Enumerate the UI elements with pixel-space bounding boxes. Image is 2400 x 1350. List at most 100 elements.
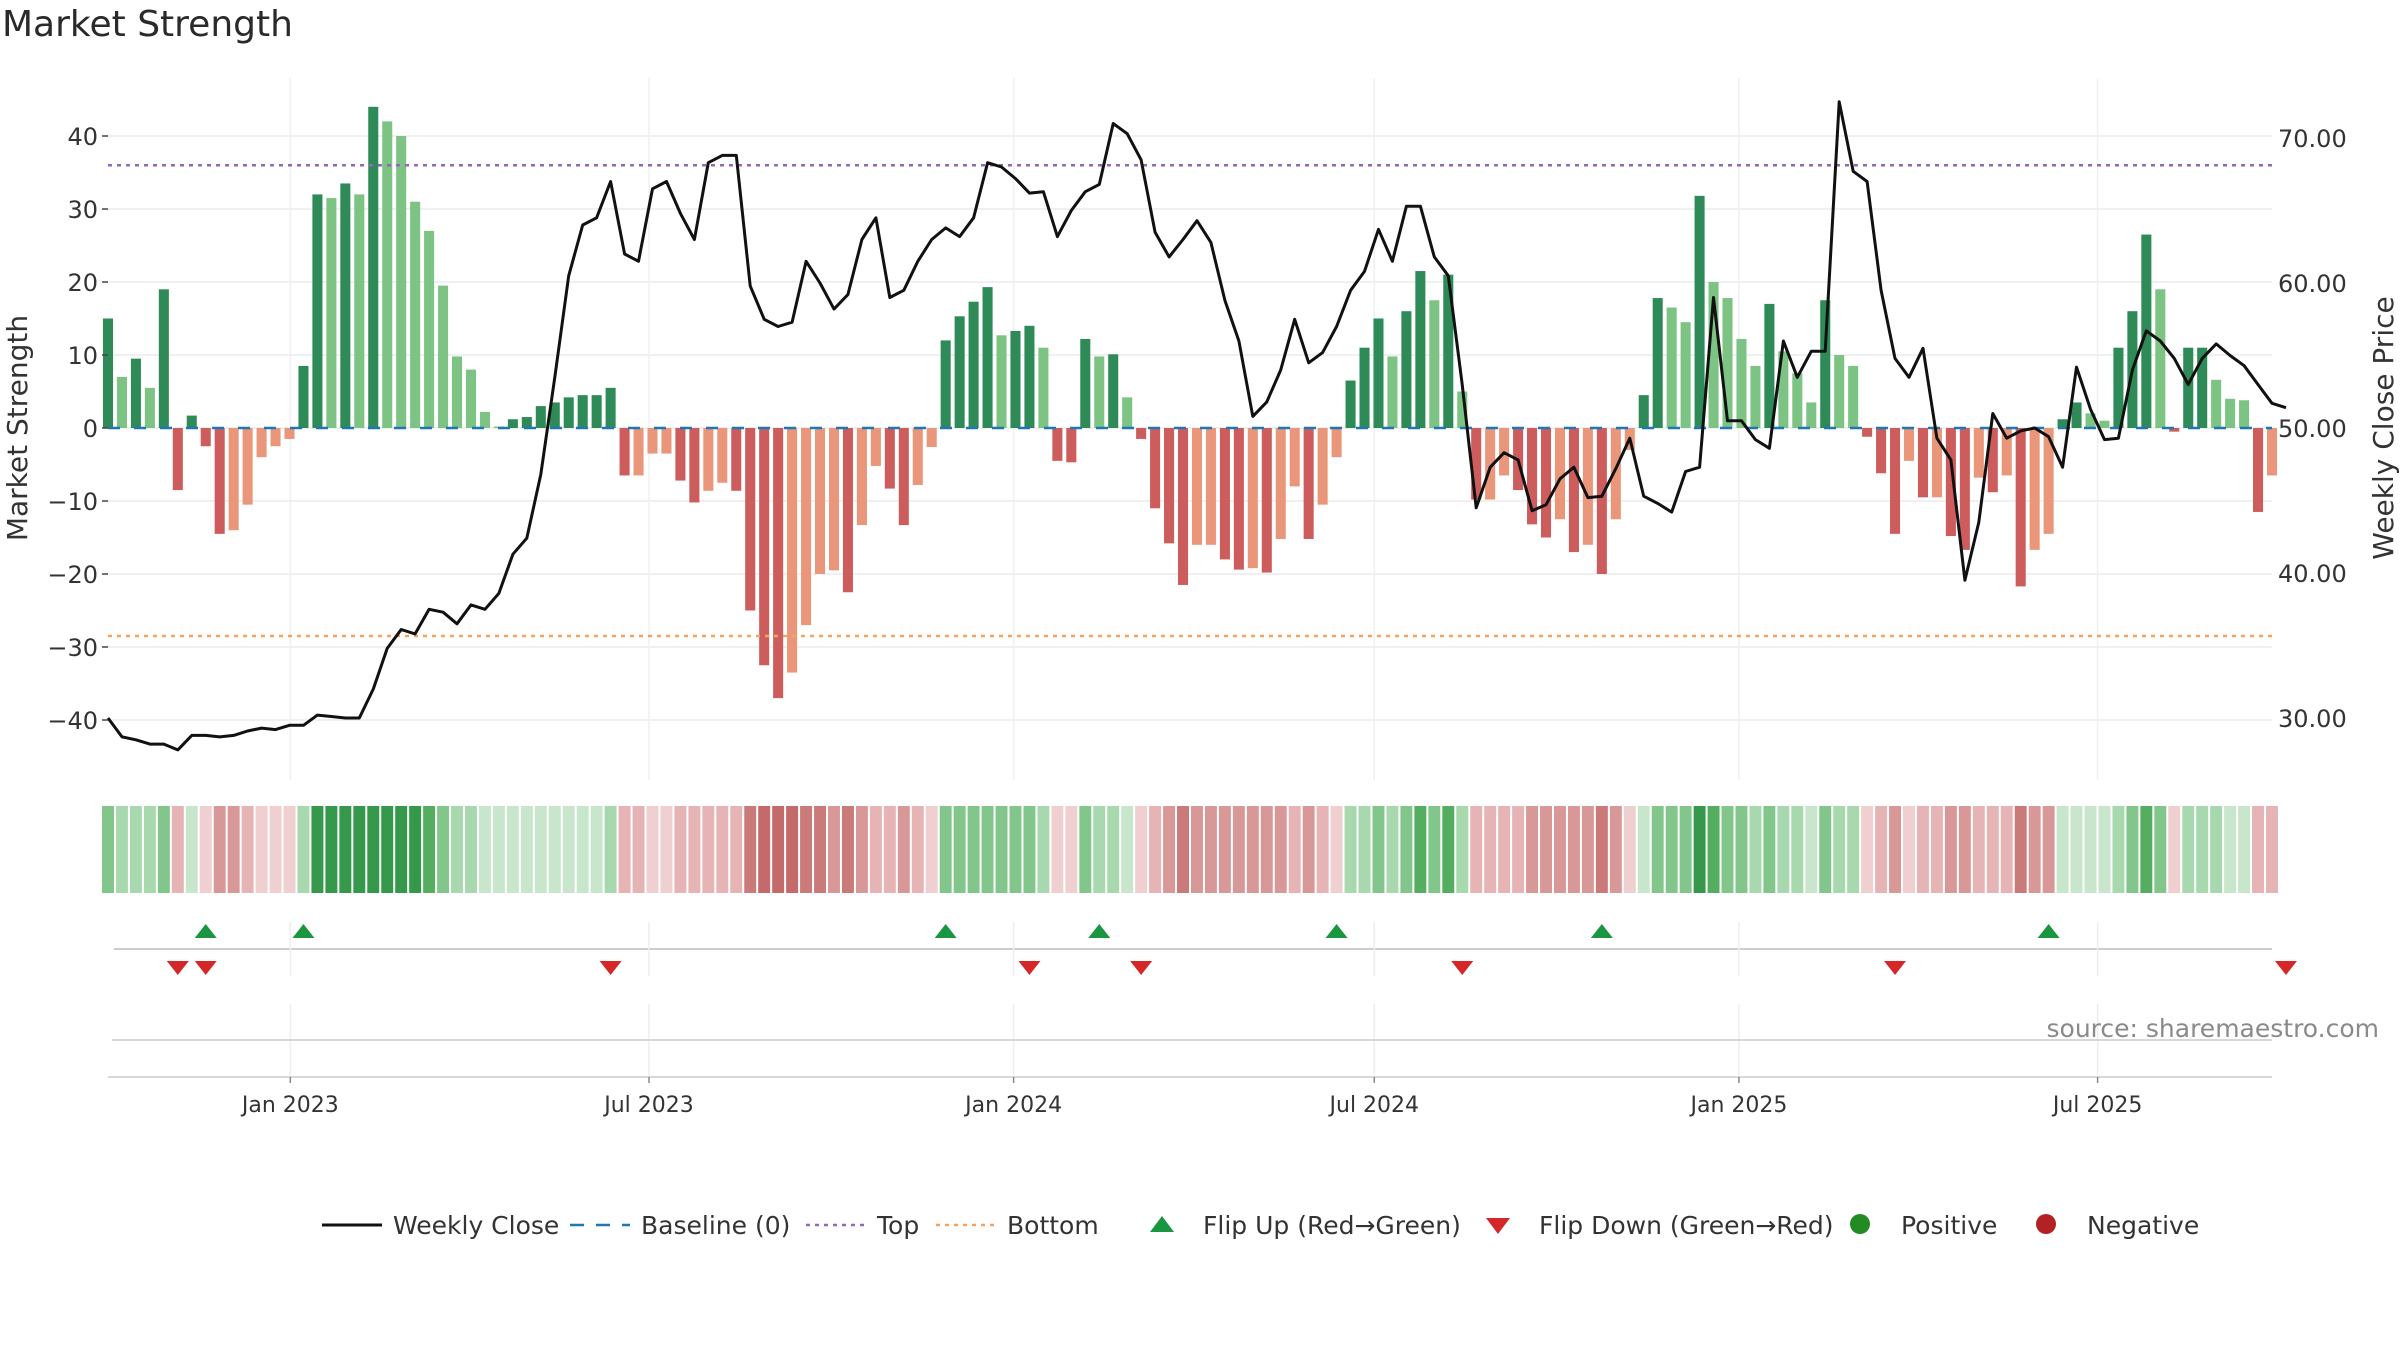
y-left-tick-label: 30 (67, 196, 98, 224)
x-tick-label: Jan 2023 (240, 1093, 339, 1118)
strength-bar (521, 417, 532, 428)
strength-bar (1331, 428, 1342, 458)
strength-bar (1094, 356, 1105, 428)
heat-cell (1386, 806, 1399, 893)
heat-cell (1372, 806, 1385, 893)
strength-bar (2169, 428, 2180, 432)
heat-cell (911, 806, 924, 893)
flip-down-marker (1884, 961, 1907, 975)
strength-bar (2197, 347, 2208, 428)
heat-cell (1847, 806, 1860, 893)
y-left-axis-label: Market Strength (1, 315, 34, 541)
strength-bar (1359, 347, 1370, 428)
reference-lines (108, 163, 2272, 638)
strength-bar (1443, 274, 1454, 428)
heat-cell (1107, 806, 1120, 893)
heat-cell (297, 806, 310, 893)
strength-bar (1554, 428, 1566, 520)
strength-bar (1903, 428, 1915, 461)
heat-cell (1288, 806, 1301, 893)
strength-bar (270, 428, 281, 447)
strength-bar (1862, 428, 1873, 437)
heat-cell (1023, 806, 1036, 893)
y-right-tick-label: 40.00 (2278, 560, 2347, 588)
heat-cell (1889, 806, 1902, 893)
strength-bar (2015, 428, 2026, 587)
heat-cell (1484, 806, 1497, 893)
strength-bar (870, 428, 881, 466)
heat-cell (1679, 806, 1692, 893)
flip-up-marker (292, 924, 315, 938)
heat-cell (423, 806, 436, 893)
strength-bar (1540, 428, 1552, 538)
heat-cell (1581, 806, 1594, 893)
strength-bar (452, 356, 463, 428)
heat-cell (883, 806, 896, 893)
heat-cell (1735, 806, 1748, 893)
strength-bar (1373, 318, 1384, 428)
triangle-up-icon (1150, 1216, 1174, 1232)
heat-cell (2238, 806, 2251, 893)
strength-bar (968, 301, 979, 428)
strength-bar (745, 428, 756, 611)
heat-cell (1135, 806, 1148, 893)
strength-bar (1471, 428, 1482, 500)
heat-cell (2224, 806, 2237, 893)
strength-bar (884, 428, 895, 489)
strength-bar (689, 428, 700, 503)
flip-down-marker (1451, 961, 1474, 975)
strength-bar (535, 406, 546, 428)
heat-cell (129, 806, 142, 893)
strength-bar (256, 428, 267, 458)
heat-cell (102, 806, 114, 893)
heat-cell (381, 806, 394, 893)
heat-cell (171, 806, 184, 893)
heat-cell (702, 806, 715, 893)
strength-bar (1247, 428, 1258, 569)
strength-bar (842, 428, 853, 593)
heat-cell (869, 806, 882, 893)
strength-bar (1959, 428, 1970, 550)
heat-cell (1218, 806, 1231, 893)
heat-cell (800, 806, 813, 893)
legend-item: Negative (2036, 1211, 2199, 1240)
heat-cell (255, 806, 268, 893)
strength-bar (368, 106, 379, 429)
strength-bar (1890, 428, 1901, 534)
heat-cell (353, 806, 366, 893)
heat-cell (2252, 806, 2265, 893)
heat-cell (1526, 806, 1539, 893)
strength-bar (228, 428, 239, 531)
heat-cell (1274, 806, 1287, 893)
strength-bar (396, 136, 407, 428)
heat-cell (576, 806, 589, 893)
strength-bar (1917, 428, 1928, 498)
strength-bar (828, 428, 840, 571)
strength-bar (1708, 282, 1719, 428)
heat-cell (339, 806, 352, 893)
legend: Weekly Close Baseline (0) Top Bottom Flip Up… (322, 1211, 2199, 1240)
heat-cell (1903, 806, 1915, 893)
strength-bar (214, 428, 225, 534)
y-right-axis-label: Weekly Close Price (2367, 296, 2400, 559)
strength-bar (2183, 347, 2194, 428)
legend-item: Weekly Close (322, 1211, 559, 1240)
heat-cell (995, 806, 1008, 893)
heat-cell (1079, 806, 1092, 893)
heat-cell (2070, 806, 2083, 893)
strength-bar (703, 428, 714, 491)
strength-bar (633, 428, 644, 476)
strength-bar (1136, 428, 1147, 439)
strength-bar (1680, 322, 1691, 428)
heat-cell (1470, 806, 1483, 893)
strength-bar (773, 428, 784, 699)
strength-bar (954, 316, 965, 428)
heat-cell (2210, 806, 2223, 893)
legend-label: Negative (2087, 1211, 2199, 1240)
heat-cell (311, 806, 324, 893)
heat-cell (478, 806, 491, 893)
heat-cell (939, 806, 952, 893)
heat-cell (1428, 806, 1441, 893)
strength-bar (186, 415, 197, 428)
heat-cell (1121, 806, 1134, 893)
